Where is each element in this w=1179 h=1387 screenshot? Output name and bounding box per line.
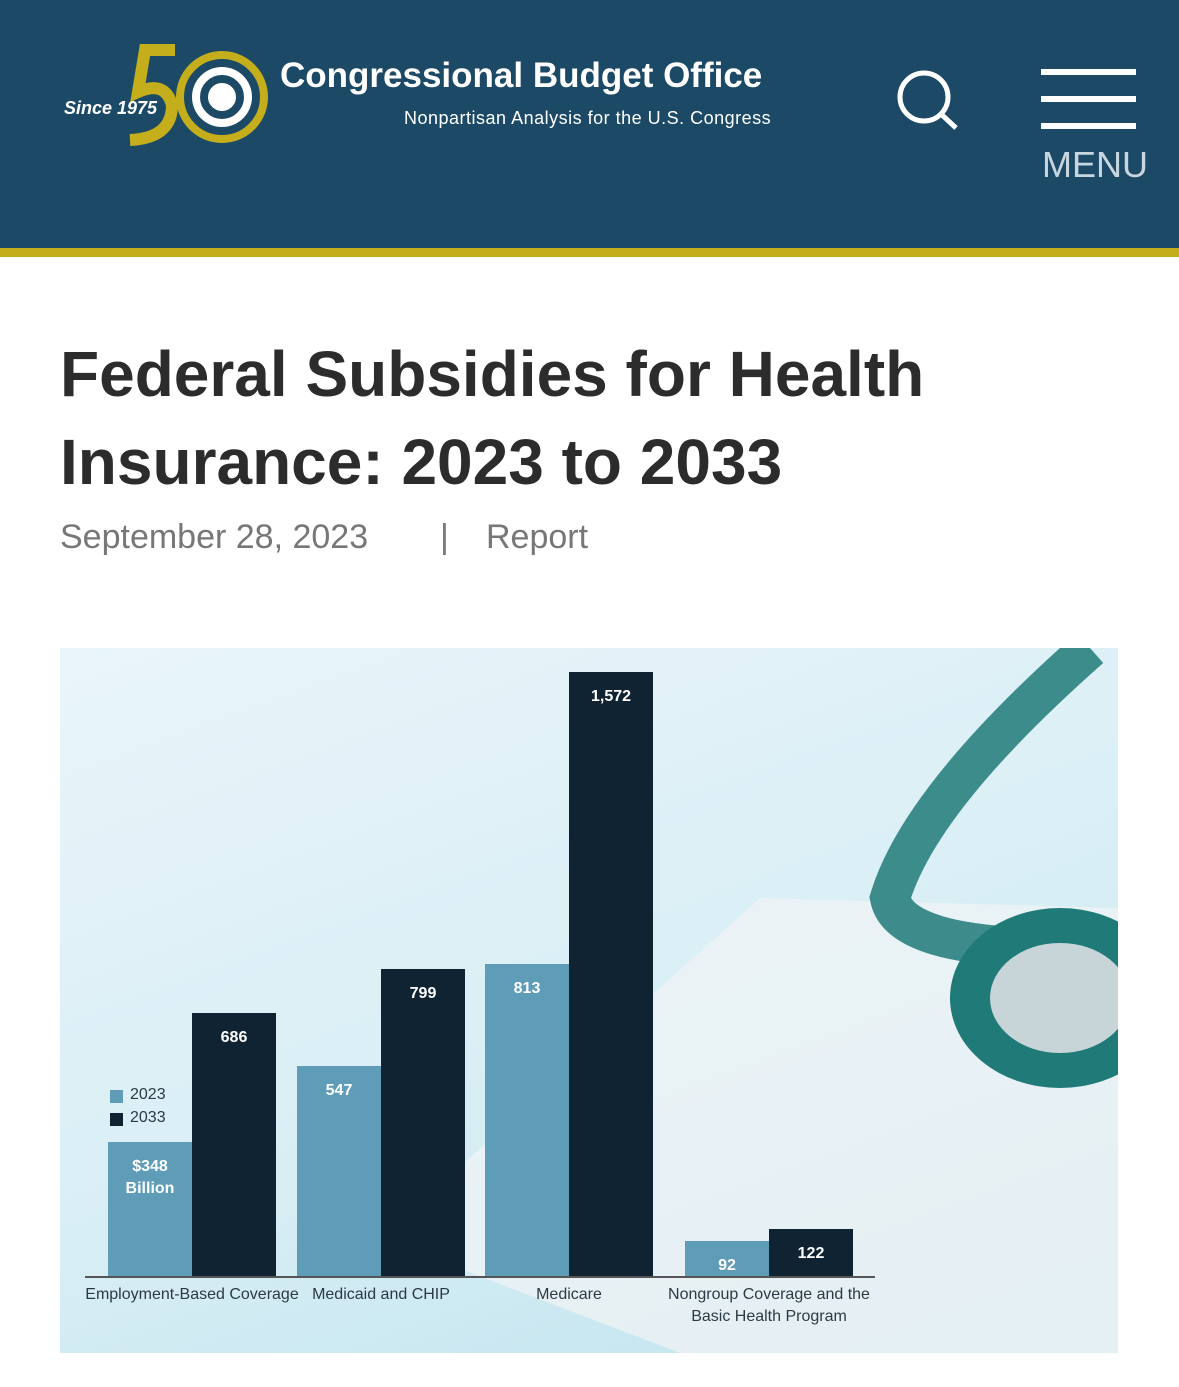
bar-value-label: 1,572 — [590, 688, 632, 706]
chart: $348 Billion 686 Employment-Based Coverage… — [60, 648, 1118, 1353]
article-kind: Report — [486, 518, 589, 556]
article-date: September 28, 2023 — [60, 518, 369, 556]
legend-swatch — [110, 1113, 123, 1126]
bar — [769, 1229, 853, 1276]
bar — [485, 963, 569, 1276]
legend-swatch — [110, 1090, 123, 1103]
bar-value-label: 799 — [409, 985, 437, 1003]
bar — [381, 969, 465, 1276]
menu-icon[interactable] — [1041, 69, 1136, 129]
header-stripe — [0, 248, 1179, 257]
bar-value-label: 686 — [220, 1028, 248, 1046]
logo-text: Since 1975 — [64, 98, 158, 118]
bar — [685, 1240, 769, 1276]
logo-inner — [200, 75, 244, 119]
x-tick-label: Employment-Based Coverage — [85, 1286, 299, 1303]
x-tick-label: Medicare — [536, 1286, 602, 1303]
logo-five — [129, 44, 179, 146]
header-graphics — [129, 44, 1136, 146]
menu-label[interactable]: MENU — [1042, 144, 1148, 185]
site-subtitle: Nonpartisan Analysis for the U.S. Congre… — [404, 108, 772, 128]
logo-ring — [176, 51, 268, 143]
x-tick-label: Medicaid and CHIP — [312, 1286, 450, 1303]
bar-value-label: $348 Billion — [125, 1158, 175, 1198]
bar-value-label: 92 — [718, 1256, 736, 1274]
bar — [192, 1012, 276, 1276]
baseline — [85, 1276, 875, 1278]
bar-value-label: 813 — [513, 979, 541, 997]
separator: | — [440, 518, 449, 556]
header: Since 1975 Congressional Budget Office N… — [0, 0, 1179, 248]
site-title[interactable]: Congressional Budget Office — [280, 56, 763, 95]
legend-label: 2023 — [130, 1086, 166, 1103]
article-title: Federal Subsidies for Health Insurance: … — [60, 338, 925, 498]
bar-value-label: 122 — [797, 1245, 825, 1263]
legend-label: 2033 — [130, 1109, 166, 1126]
bar — [108, 1142, 192, 1276]
bar — [569, 672, 653, 1276]
search-handle — [939, 112, 958, 130]
search-icon[interactable] — [897, 70, 951, 124]
bar-value-label: 547 — [325, 1081, 353, 1099]
x-tick-label: Nongroup Coverage and the Basic Health P… — [668, 1286, 870, 1325]
bar — [297, 1065, 381, 1276]
